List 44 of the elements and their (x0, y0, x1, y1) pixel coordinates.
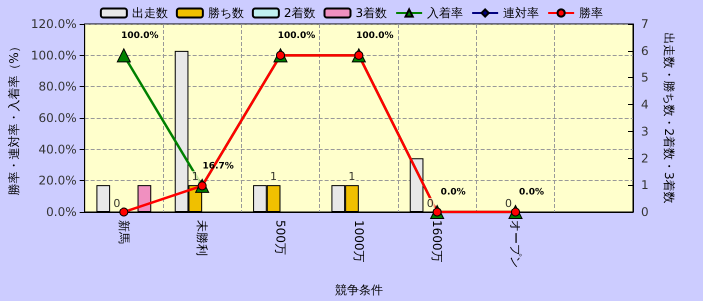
data-label: 0 (426, 197, 434, 210)
legend-label: 入着率 (427, 6, 464, 20)
legend-label: 出走数 (132, 6, 168, 20)
y2-tick-label: 1 (641, 178, 649, 192)
y-tick-label: 120.0% (30, 17, 77, 31)
x-tick-label: 1600万 (430, 220, 444, 263)
y-tick-label: 40.0% (38, 142, 77, 156)
y2-tick-label: 6 (641, 44, 649, 58)
data-label: 100.0% (121, 30, 159, 41)
x-tick-label: 未勝利 (195, 220, 210, 256)
data-label: 0.0% (440, 188, 466, 198)
y-tick-label: 100.0% (30, 48, 77, 62)
x-axis-title: 競争条件 (334, 283, 383, 297)
y-tick-label: 60.0% (38, 111, 77, 125)
legend-label: 2着数 (284, 6, 316, 20)
y2-axis-title: 出走数・勝ち数・2着数・3着数 (662, 32, 676, 204)
y2-tick-label: 7 (641, 17, 649, 31)
y-tick-label: 80.0% (38, 80, 77, 94)
y2-tick-label: 0 (641, 205, 649, 219)
y-axis-title: 勝率・連対率・入着率（%） (7, 40, 21, 196)
data-label: 1 (348, 170, 356, 184)
legend-label: 勝率 (579, 6, 604, 20)
x-tick-label: 新馬 (116, 220, 131, 244)
data-label: 0 (505, 197, 512, 210)
y2-tick-label: 4 (641, 98, 649, 112)
y-tick-label: 0.0% (46, 205, 77, 219)
point (119, 208, 128, 216)
point (116, 48, 131, 62)
data-label: 100.0% (356, 30, 394, 41)
data-label: 0.0% (519, 188, 544, 198)
data-label: 1 (192, 170, 199, 184)
data-label: 0 (113, 197, 120, 210)
legend-label: 3着数 (356, 6, 388, 20)
y2-tick-label: 5 (641, 70, 649, 85)
x-tick-label: 1000万 (352, 220, 366, 263)
x-tick-label: オープン (508, 220, 522, 268)
x-tick-label: 500万 (273, 220, 288, 255)
data-label: 100.0% (278, 30, 316, 41)
y2-tick-label: 2 (641, 151, 649, 166)
data-label: 1 (270, 170, 278, 184)
y2-tick-label: 3 (641, 124, 649, 138)
legend-label: 勝ち数 (208, 6, 244, 20)
y-tick-label: 20.0% (38, 174, 77, 188)
legend-label: 連対率 (503, 6, 540, 20)
